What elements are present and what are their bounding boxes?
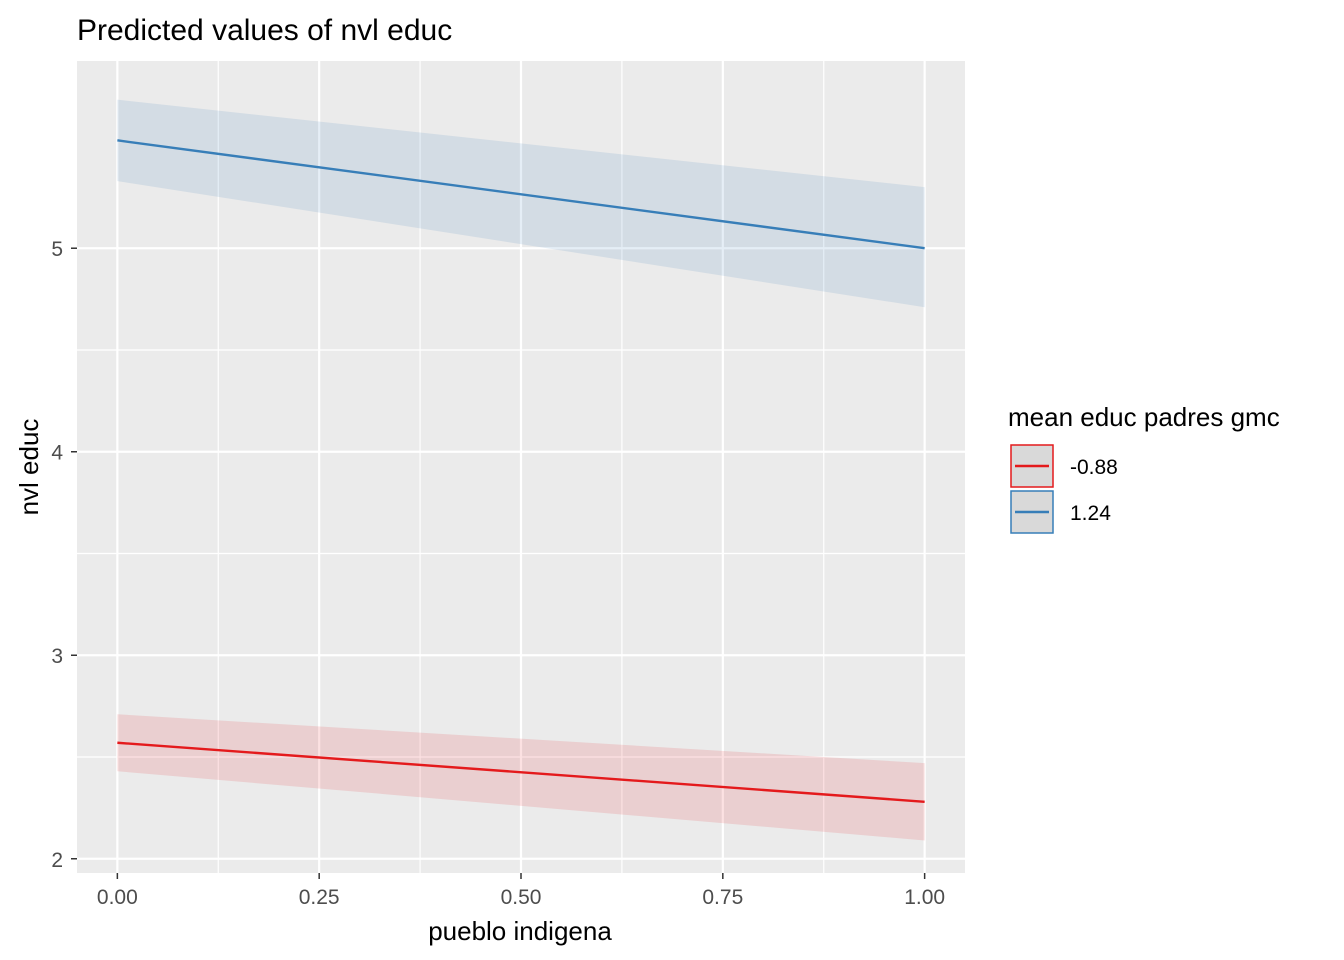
series-lines bbox=[117, 139, 925, 803]
y-axis-title: nvl educ bbox=[14, 419, 44, 516]
legend-label: 1.24 bbox=[1070, 502, 1111, 525]
confidence-ribbon bbox=[117, 99, 925, 308]
y-tick-label: 5 bbox=[51, 238, 63, 261]
x-axis: 0.00 0.25 0.50 0.75 1.00 bbox=[97, 873, 945, 909]
x-axis-title: pueblo indigena bbox=[428, 916, 612, 946]
y-tick-label: 2 bbox=[51, 849, 63, 872]
x-tick-label: 0.50 bbox=[501, 886, 542, 909]
series-line bbox=[117, 139, 925, 250]
x-tick-label: 0.25 bbox=[299, 886, 340, 909]
y-tick-label: 4 bbox=[51, 442, 63, 465]
x-tick-label: 0.00 bbox=[97, 886, 138, 909]
legend-label: -0.88 bbox=[1070, 456, 1118, 479]
x-tick-label: 1.00 bbox=[904, 886, 945, 909]
x-tick-label: 0.75 bbox=[702, 886, 743, 909]
confidence-ribbons bbox=[117, 99, 925, 841]
y-axis: 2 3 4 5 bbox=[51, 238, 77, 872]
confidence-ribbon bbox=[117, 714, 925, 841]
y-tick-label: 3 bbox=[51, 645, 63, 668]
series-line bbox=[117, 741, 925, 803]
legend-title: mean educ padres gmc bbox=[1008, 402, 1280, 432]
major-gridlines bbox=[77, 61, 965, 873]
chart-title: Predicted values of nvl educ bbox=[77, 14, 452, 47]
legend: mean educ padres gmc -0.88 1.24 bbox=[1008, 402, 1280, 534]
